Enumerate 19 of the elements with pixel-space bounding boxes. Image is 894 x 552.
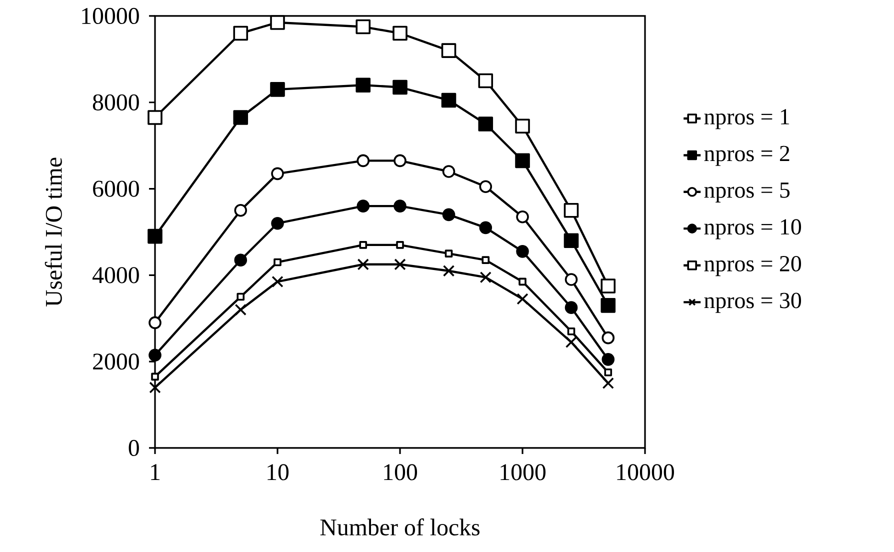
y-axis-title: Useful I/O time bbox=[44, 158, 62, 307]
x-tick-label: 10 bbox=[268, 464, 289, 480]
x-axis-title: Number of locks bbox=[320, 518, 480, 536]
y-tick-label: 8000 bbox=[92, 94, 139, 110]
y-tick-label: 10000 bbox=[82, 8, 139, 24]
legend-label: npros = 1 bbox=[704, 109, 790, 130]
x-tick-label: 100 bbox=[384, 464, 418, 480]
y-tick-label: 4000 bbox=[92, 267, 139, 284]
x-tick-label: 10000 bbox=[617, 464, 674, 480]
y-tick-label: 2000 bbox=[93, 354, 139, 370]
y-tick-label: 6000 bbox=[93, 180, 139, 197]
x-tick-label: 1 bbox=[151, 464, 160, 480]
y-tick-label: 0 bbox=[128, 440, 139, 456]
legend-label: npros = 2 bbox=[704, 146, 790, 166]
legend-label: npros = 10 bbox=[704, 219, 802, 240]
legend-label: npros = 5 bbox=[704, 182, 790, 202]
legend-label: npros = 30 bbox=[704, 292, 802, 313]
x-tick-label: 1000 bbox=[500, 464, 546, 480]
legend-label: npros = 20 bbox=[704, 256, 802, 276]
